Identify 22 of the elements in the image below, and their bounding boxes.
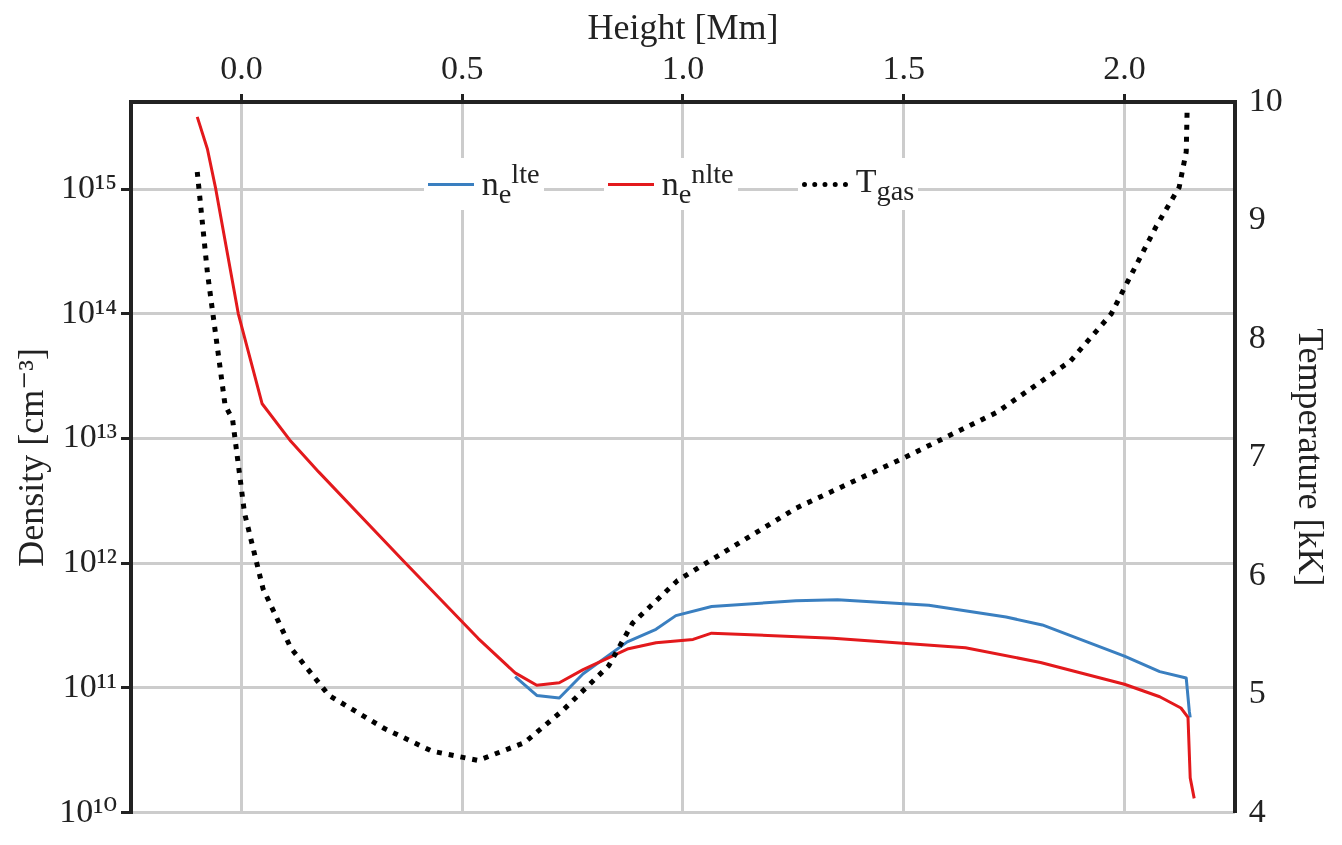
y2-axis-title: Temperature [kK] [1290,328,1331,587]
x-tick-label: 0.5 [440,48,484,86]
y-tick-label: 10¹³ [62,417,118,455]
legend-label: T$_{gas}$ [855,161,915,207]
y2-tick-label: 5 [1248,673,1266,711]
y2-tick-label: 8 [1248,317,1266,355]
y2-tick-label: 10 [1248,80,1283,118]
y2-tick-label: 4 [1248,791,1266,829]
y-tick-label: 10¹¹ [62,666,118,704]
x-tick-label: 1.5 [882,48,925,86]
x-tick-label: 1.0 [661,48,705,86]
y2-tick-label: 7 [1248,436,1266,474]
y-tick-label: 10¹⁴ [60,292,118,330]
x-tick-label: 0.0 [220,48,263,86]
y-tick-label: 10¹² [62,542,118,580]
y2-tick-label: 6 [1248,554,1266,592]
y-tick-label: 10¹⁰ [59,791,118,829]
y-tick-label: 10¹⁵ [60,168,118,206]
x-axis-title: Height [Mm] [587,7,779,48]
y-axis-title: Density [cm⁻³] [11,347,52,567]
x-tick-label: 2.0 [1103,48,1146,86]
y2-tick-label: 9 [1248,199,1266,237]
